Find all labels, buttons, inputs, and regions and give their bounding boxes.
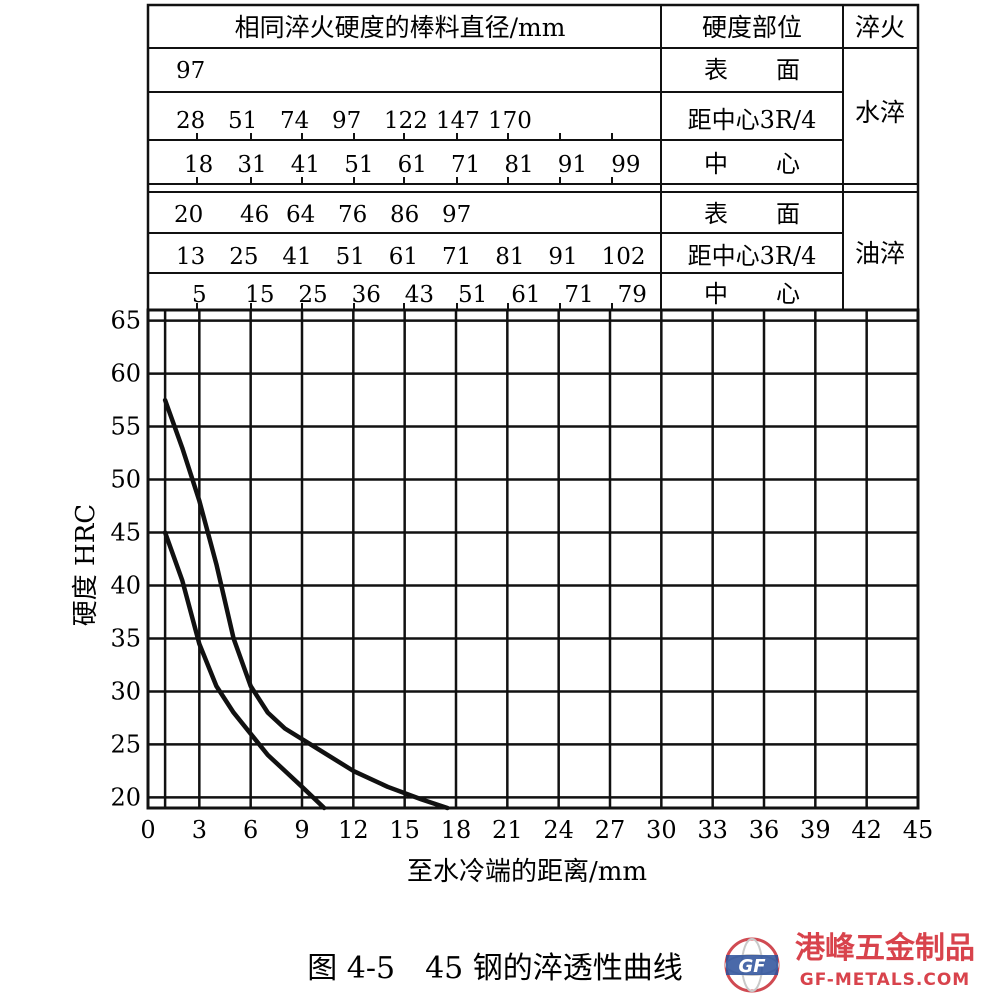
table-diameter-value: 71: [451, 152, 480, 178]
table-position-label: 距中心3R/4: [688, 242, 817, 270]
table-diameter-value: 61: [511, 282, 540, 308]
table-diameter-value: 122: [384, 108, 428, 134]
table-diameter-value: 74: [280, 108, 309, 134]
table-diameter-value: 25: [298, 282, 327, 308]
table-diameter-value: 61: [389, 244, 418, 270]
plot-frame: [146, 308, 920, 810]
x-tick-label: 36: [749, 816, 780, 844]
table-diameter-value: 46: [240, 202, 269, 228]
table-diameter-value: 51: [228, 108, 257, 134]
hardenability-curve-1: [162, 397, 450, 811]
table-diameter-value: 81: [495, 244, 524, 270]
watermark-logo-letters: GF: [738, 956, 766, 977]
y-tick-label: 25: [110, 730, 141, 758]
x-tick-label: 12: [338, 816, 369, 844]
chart-gridlines: [148, 310, 918, 808]
table-diameter-value: 13: [176, 244, 205, 270]
table-diameter-value: 97: [176, 58, 205, 84]
table-diameter-value: 43: [405, 282, 434, 308]
hardenability-chart: 0 3 6 9 12 15 18 21 24 27 30 33 36 39 42 45202530354045…: [71, 307, 933, 887]
table-diameter-value: 91: [558, 152, 587, 178]
watermark-brand: 港峰五金制品: [795, 931, 975, 966]
table-diameter-value: 31: [237, 152, 266, 178]
y-axis-label: 硬度 HRC: [71, 504, 101, 626]
table-diameter-value: 99: [611, 152, 640, 178]
table-diameter-value: 97: [442, 202, 471, 228]
table-diameter-value: 5: [192, 282, 207, 308]
table-position-label: 表 面: [704, 200, 800, 228]
table-diameter-value: 51: [344, 152, 373, 178]
table-quench-oil: 油淬: [855, 239, 905, 268]
y-tick-label: 45: [110, 519, 141, 547]
table-diameter-value: 170: [488, 108, 532, 134]
table-diameter-value: 15: [245, 282, 274, 308]
x-tick-label: 0: [140, 816, 155, 844]
table-diameter-value: 41: [282, 244, 311, 270]
x-tick-label: 42: [851, 816, 882, 844]
x-tick-label: 3: [192, 816, 207, 844]
table-diameter-value: 18: [184, 152, 213, 178]
table-header-quench: 淬火: [855, 13, 905, 42]
table-position-label: 中 心: [704, 150, 800, 178]
table-diameter-value: 64: [286, 202, 315, 228]
table-diameter-value: 147: [436, 108, 480, 134]
x-tick-label: 9: [294, 816, 309, 844]
x-tick-label: 39: [800, 816, 831, 844]
table-diameter-value: 36: [352, 282, 381, 308]
table-diameter-value: 71: [442, 244, 471, 270]
x-axis-label: 至水冷端的距离/mm: [407, 857, 647, 887]
watermark-site: GF-METALS.COM: [800, 970, 970, 990]
table-diameter-value: 41: [291, 152, 320, 178]
y-tick-label: 20: [110, 783, 141, 811]
y-tick-label: 50: [110, 466, 141, 494]
y-tick-label: 40: [110, 571, 141, 599]
y-tick-label: 35: [110, 624, 141, 652]
table-quench-water: 水淬: [855, 98, 905, 127]
table-diameter-value: 91: [548, 244, 577, 270]
table-diameter-value: 76: [338, 202, 367, 228]
table-diameter-value: 28: [176, 108, 205, 134]
y-tick-label: 65: [110, 307, 141, 335]
table-diameter-value: 20: [174, 202, 203, 228]
table-diameter-value: 71: [564, 282, 593, 308]
table-diameter-value: 81: [504, 152, 533, 178]
x-tick-label: 21: [492, 816, 523, 844]
table-position-label: 距中心3R/4: [688, 106, 817, 134]
x-tick-label: 6: [243, 816, 258, 844]
y-tick-label: 60: [110, 360, 141, 388]
table-header-position: 硬度部位: [702, 13, 802, 42]
hardenability-curve-2: [162, 530, 327, 811]
table-diameter-value: 79: [618, 282, 647, 308]
chart-title: 图 4-5 45 钢的淬透性曲线: [307, 951, 683, 986]
x-tick-label: 45: [903, 816, 934, 844]
y-tick-label: 55: [110, 413, 141, 441]
table-header-diameter: 相同淬火硬度的棒料直径/mm: [235, 13, 566, 42]
table-diameter-value: 25: [229, 244, 258, 270]
table-position-label: 中 心: [704, 280, 800, 308]
table-diameter-value: 51: [458, 282, 487, 308]
table-diameter-value: 97: [332, 108, 361, 134]
x-tick-label: 33: [697, 816, 728, 844]
y-tick-label: 30: [110, 677, 141, 705]
watermark-logo: GF 港峰五金制品 GF-METALS.COM: [724, 931, 975, 993]
x-tick-label: 24: [543, 816, 574, 844]
table-diameter-value: 102: [602, 244, 646, 270]
x-tick-label: 15: [389, 816, 420, 844]
x-tick-label: 27: [595, 816, 626, 844]
table-position-label: 表 面: [704, 56, 800, 84]
x-tick-label: 18: [441, 816, 472, 844]
table-diameter-value: 86: [390, 202, 419, 228]
table-diameter-value: 61: [398, 152, 427, 178]
table-diameter-value: 51: [336, 244, 365, 270]
x-tick-label: 30: [646, 816, 677, 844]
